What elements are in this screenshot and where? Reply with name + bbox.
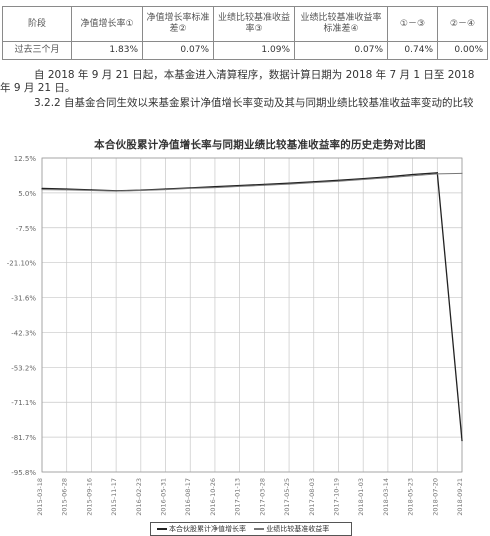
x-tick-label: 2016-02-23 [135, 478, 143, 516]
x-tick-label: 2018-03-14 [382, 478, 390, 516]
table-header: ①－③ [387, 6, 438, 42]
x-tick-label: 2016-05-31 [160, 478, 168, 516]
x-tick-label: 2015-06-28 [61, 478, 69, 516]
data-point [90, 189, 93, 192]
data-point [461, 172, 463, 174]
data-point [214, 186, 216, 188]
y-tick-label: -95.8% [11, 469, 36, 477]
section-heading-3-2-2: 3.2.2 自基金合同生效以来基金累计净值增长率变动及其与同期业绩比较基准收益率… [34, 97, 474, 109]
y-tick-label: -42.3% [11, 329, 36, 337]
data-point [461, 440, 463, 442]
data-point [387, 177, 389, 179]
data-point [239, 185, 241, 188]
data-point [41, 187, 43, 190]
x-tick-label: 2017-01-13 [234, 478, 242, 516]
series-line [41, 172, 463, 441]
table-cell: 0.74% [387, 41, 438, 60]
y-tick-label: 5.0% [18, 190, 36, 198]
table-cell: 1.09% [213, 41, 295, 60]
legend-item: 业绩比较基准收益率 [254, 523, 329, 535]
x-tick-label: 2018-09-21 [456, 478, 464, 516]
performance-table: 阶段 净值增长率① 净值增长率标准差② 业绩比较基准收益率③ 业绩比较基准收益率… [2, 6, 488, 60]
table-cell: 过去三个月 [2, 41, 72, 60]
data-point [313, 182, 315, 184]
y-tick-label: -81.7% [11, 434, 36, 442]
legend-item: 本合伙股累计净值增长率 [157, 523, 246, 535]
data-point [411, 173, 414, 176]
table-header: ②－④ [437, 6, 488, 42]
data-point [164, 189, 167, 191]
table-header: 业绩比较基准收益率标准差④ [294, 6, 388, 42]
table-cell: 1.83% [71, 41, 143, 60]
data-point [41, 189, 43, 191]
data-point [337, 179, 340, 181]
x-tick-label: 2017-03-28 [258, 478, 266, 516]
table-row: 过去三个月 1.83% 0.07% 1.09% 0.07% 0.74% 0.00… [2, 41, 488, 60]
x-tick-label: 2015-09-16 [85, 478, 93, 516]
data-point [239, 184, 241, 187]
legend-swatch-benchmark [254, 528, 265, 530]
nav-vs-benchmark-chart: 12.5% 5.0% -7.5% -21.10% -31.6% -42.3% -53.2% -… [7, 155, 464, 516]
y-tick-label: 12.5% [14, 155, 37, 163]
data-point [313, 181, 315, 183]
y-axis-ticks: 12.5% 5.0% -7.5% -21.10% -31.6% -42.3% -53.2% -… [7, 155, 37, 477]
legend-swatch-nav [157, 528, 167, 530]
data-point [214, 186, 216, 189]
liquidation-note: 自 2018 年 9 月 21 日起，本基金进入清算程序，数据计算日期为 201… [0, 69, 475, 94]
y-tick-label: -7.5% [16, 225, 37, 233]
data-point [337, 180, 340, 182]
chart-grid [41, 157, 463, 473]
data-point [288, 183, 290, 185]
x-axis-ticks: 2015-03-18 2015-06-28 2015-09-16 2015-11-17… [36, 478, 464, 516]
chart-legend: 本合伙股累计净值增长率 业绩比较基准收益率 [150, 522, 352, 536]
table-header: 净值增长率标准差② [142, 6, 214, 42]
x-tick-label: 2016-10-26 [209, 478, 217, 516]
x-tick-label: 2015-03-18 [36, 478, 44, 516]
x-tick-label: 2018-01-03 [357, 478, 365, 516]
plot-frame [41, 157, 463, 473]
x-tick-label: 2017-10-19 [332, 478, 340, 516]
table-header: 阶段 [2, 6, 72, 42]
data-point [263, 184, 265, 186]
chart-title: 本合伙股累计净值增长率与同期业绩比较基准收益率的历史走势对比图 [94, 139, 426, 151]
data-point [387, 176, 389, 178]
y-tick-label: -21.10% [7, 260, 37, 268]
x-tick-label: 2015-11-17 [110, 478, 118, 516]
data-point [140, 189, 142, 192]
data-point [362, 178, 364, 181]
data-point [288, 182, 290, 184]
x-tick-label: 2016-08-17 [184, 478, 192, 516]
data-point [411, 175, 414, 177]
data-point [436, 172, 438, 174]
y-tick-label: -71.1% [11, 399, 36, 407]
y-tick-label: -31.6% [11, 295, 36, 303]
data-point [66, 189, 68, 191]
table-header-row: 阶段 净值增长率① 净值增长率标准差② 业绩比较基准收益率③ 业绩比较基准收益率… [2, 6, 488, 42]
x-tick-label: 2017-05-25 [283, 478, 291, 516]
data-point [436, 173, 438, 175]
data-point [189, 187, 191, 190]
series-lines [41, 172, 463, 442]
series-line [41, 172, 463, 192]
table-cell: 0.07% [294, 41, 388, 60]
x-tick-label: 2018-07-20 [431, 478, 439, 516]
table-cell: 0.07% [142, 41, 214, 60]
data-point [362, 177, 364, 180]
x-tick-label: 2018-05-23 [407, 478, 415, 516]
table-cell: 0.00% [437, 41, 488, 60]
data-point [66, 188, 68, 190]
table-header: 净值增长率① [71, 6, 143, 42]
data-point [263, 183, 265, 185]
data-point [115, 190, 117, 192]
table-header: 业绩比较基准收益率③ [213, 6, 295, 42]
y-tick-label: -53.2% [11, 364, 36, 372]
x-tick-label: 2017-08-03 [308, 478, 316, 516]
